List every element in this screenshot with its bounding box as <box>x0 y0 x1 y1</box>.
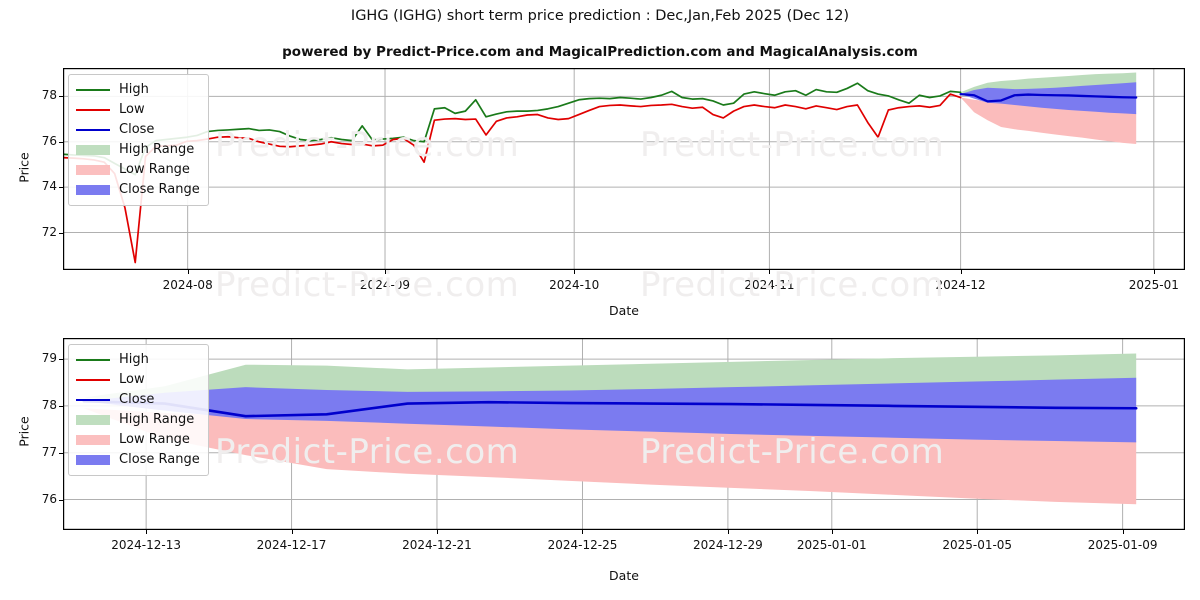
x-tick-label: 2024-12 <box>935 278 986 292</box>
x-tick-label: 2024-12-17 <box>256 538 327 552</box>
x-tick-label: 2024-09 <box>359 278 411 292</box>
forecast-chart-panel <box>63 338 1185 530</box>
x-tick-mark <box>187 270 189 274</box>
y-tick-mark <box>59 141 63 143</box>
x-tick-mark <box>385 270 386 274</box>
y-tick-label: 76 <box>41 133 57 148</box>
legend-swatch-close <box>76 123 110 137</box>
forecast-chart-svg <box>63 338 1185 530</box>
legend-item-low: Low <box>76 370 200 390</box>
legend-label: Close Range <box>119 182 200 197</box>
legend-item-high-range: High Range <box>76 140 200 160</box>
x-tick-label: 2025-01-09 <box>1087 538 1158 552</box>
history-chart-svg <box>63 68 1185 270</box>
legend-swatch-low <box>76 373 110 387</box>
x-tick-mark <box>291 530 293 534</box>
x-tick-label: 2024-12-29 <box>693 538 763 552</box>
y-tick-label: 78 <box>41 397 57 412</box>
band-low-range <box>960 97 1137 145</box>
page-subtitle: powered by Predict-Price.com and Magical… <box>282 44 918 60</box>
legend-swatch-low <box>76 103 110 117</box>
band-close-range <box>83 377 1137 443</box>
x-tick-label: 2024-12-13 <box>111 538 181 552</box>
line-low <box>63 93 962 264</box>
page-title: IGHG (IGHG) short term price prediction … <box>350 8 850 24</box>
legend-label: High Range <box>119 412 195 427</box>
x-tick-mark <box>146 530 148 534</box>
forecast-x-axis-label: Date <box>609 568 639 583</box>
x-tick-mark <box>769 270 771 274</box>
legend-swatch-high-range <box>76 143 110 157</box>
history-legend: High Low Close High Range Low Range Close Ran… <box>68 74 209 206</box>
legend-swatch-close <box>76 393 110 407</box>
legend-label: Close <box>119 392 155 407</box>
legend-swatch-high-range <box>76 413 110 427</box>
x-tick-label: 2024-08 <box>162 278 213 292</box>
legend-item-close: Close <box>76 120 200 140</box>
y-tick-label: 74 <box>41 179 57 194</box>
legend-item-high: High <box>76 350 200 370</box>
legend-item-close-range: Close Range <box>76 450 200 470</box>
x-tick-mark <box>574 270 576 274</box>
x-tick-label: 2024-10 <box>549 278 600 292</box>
x-tick-label: 2024-12-25 <box>547 538 618 552</box>
legend-label: High <box>119 82 149 97</box>
legend-item-close: Close <box>76 390 200 410</box>
x-tick-mark <box>1153 270 1155 274</box>
history-x-axis-label: Date <box>609 303 639 318</box>
x-tick-label: 2025-01-01 <box>796 538 867 552</box>
y-tick-mark <box>59 499 63 501</box>
x-tick-mark <box>436 530 438 534</box>
band-low-range <box>83 408 1137 505</box>
line-high <box>63 82 962 176</box>
legend-item-high: High <box>76 80 200 100</box>
x-tick-mark <box>727 530 729 534</box>
legend-swatch-low-range <box>76 163 110 177</box>
legend-swatch-low-range <box>76 433 110 447</box>
legend-label: Low <box>119 372 145 387</box>
x-tick-mark <box>831 530 833 534</box>
y-tick-label: 79 <box>41 351 57 366</box>
legend-item-high-range: High Range <box>76 410 200 430</box>
y-tick-mark <box>59 96 63 98</box>
legend-label: Close <box>119 122 155 137</box>
x-tick-label: 2024-12-21 <box>402 538 472 552</box>
y-tick-label: 72 <box>41 224 57 239</box>
forecast-legend: High Low Close High Range Low Range Close Ran… <box>68 344 209 476</box>
legend-swatch-close-range <box>76 453 110 467</box>
y-tick-mark <box>59 359 63 361</box>
x-tick-mark <box>1122 530 1124 534</box>
x-tick-label: 2024-11 <box>744 278 795 292</box>
y-tick-label: 76 <box>41 491 57 506</box>
x-tick-label: 2025-01 <box>1128 278 1179 292</box>
legend-item-low-range: Low Range <box>76 430 200 450</box>
y-tick-mark <box>59 452 63 454</box>
legend-swatch-high <box>76 353 110 367</box>
legend-label: Low <box>119 102 145 117</box>
legend-label: Low Range <box>119 432 190 447</box>
legend-label: High Range <box>119 142 195 157</box>
legend-label: Close Range <box>119 452 200 467</box>
x-tick-mark <box>977 530 979 534</box>
legend-swatch-close-range <box>76 183 110 197</box>
legend-item-close-range: Close Range <box>76 180 200 200</box>
y-tick-mark <box>59 405 63 407</box>
x-tick-label: 2025-01-05 <box>942 538 1013 552</box>
x-tick-mark <box>582 530 584 534</box>
line-close <box>959 92 1138 103</box>
legend-label: High <box>119 352 149 367</box>
y-tick-label: 78 <box>41 88 57 103</box>
history-chart-panel <box>63 68 1185 270</box>
legend-item-low-range: Low Range <box>76 160 200 180</box>
y-tick-mark <box>59 187 63 189</box>
band-close-range <box>960 82 1137 115</box>
line-close <box>82 399 1138 418</box>
legend-item-low: Low <box>76 100 200 120</box>
legend-label: Low Range <box>119 162 190 177</box>
legend-swatch-high <box>76 83 110 97</box>
y-tick-label: 77 <box>41 444 57 459</box>
y-tick-mark <box>59 232 63 234</box>
x-tick-mark <box>960 270 962 274</box>
